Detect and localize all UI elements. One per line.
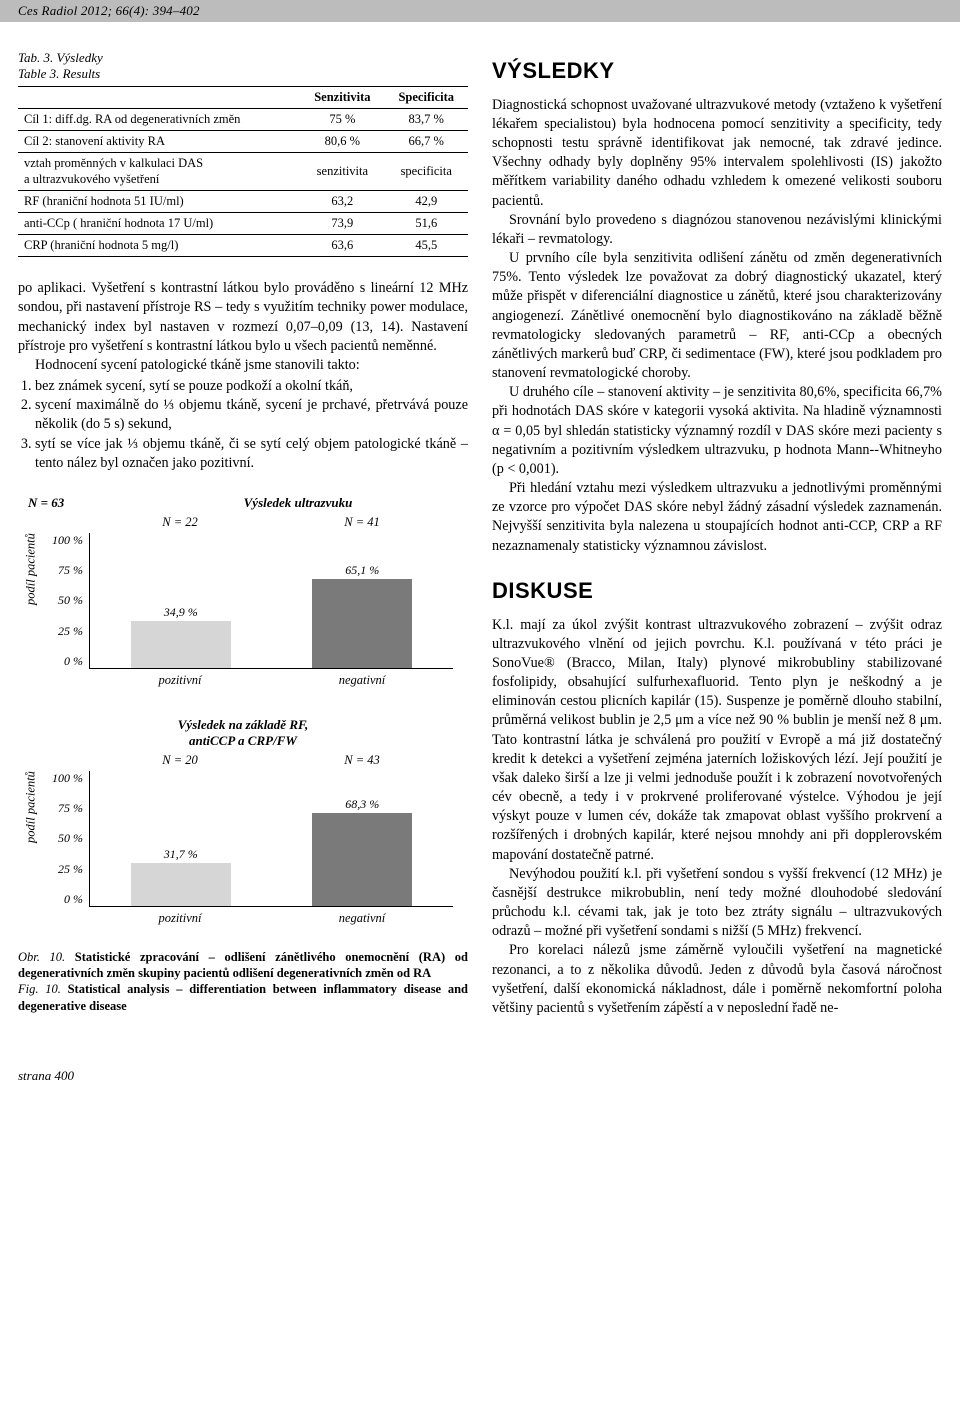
table-cell: RF (hraniční hodnota 51 IU/ml) bbox=[18, 191, 300, 213]
chart-ytick: 25 % bbox=[58, 862, 83, 877]
table-cell: 80,6 % bbox=[300, 131, 384, 153]
table-row: vztah proměnných v kalkulaci DASa ultraz… bbox=[18, 153, 468, 191]
chart-ytick: 100 % bbox=[52, 771, 83, 786]
chart1-n-total: N = 63 bbox=[18, 495, 128, 511]
chart-ytick: 50 % bbox=[58, 831, 83, 846]
chart-bar: 65,1 % bbox=[312, 579, 412, 668]
chart-bar: 34,9 % bbox=[131, 621, 231, 668]
table-cell: 66,7 % bbox=[385, 131, 468, 153]
table-cell: senzitivita bbox=[300, 153, 384, 191]
table-header-row: Senzitivita Specificita bbox=[18, 87, 468, 109]
table-cell: vztah proměnných v kalkulaci DASa ultraz… bbox=[18, 153, 300, 191]
chart-xlabel: negativní bbox=[271, 911, 453, 926]
table-cell: 63,2 bbox=[300, 191, 384, 213]
chart-xlabel: pozitivní bbox=[89, 911, 271, 926]
table-cell: 51,6 bbox=[385, 213, 468, 235]
table-cell: Cíl 1: diff.dg. RA od degenerativních zm… bbox=[18, 109, 300, 131]
fig-caption-lead-en: Fig. 10. bbox=[18, 982, 68, 996]
table-row: Cíl 2: stanovení aktivity RA80,6 %66,7 % bbox=[18, 131, 468, 153]
fig-caption-text-en: Statistical analysis – differentiation b… bbox=[18, 982, 468, 1012]
chart-rf-anticcp-result: Výsledek na základě RF,antiCCP a CRP/FW … bbox=[18, 717, 468, 933]
chart-bar-value-label: 65,1 % bbox=[312, 563, 412, 578]
paragraph: Diagnostická schopnost uvažované ultrazv… bbox=[492, 96, 942, 211]
table-caption-line2: Table 3. Results bbox=[18, 66, 468, 82]
chart-xlabel: negativní bbox=[271, 673, 453, 688]
results-table: Senzitivita Specificita Cíl 1: diff.dg. … bbox=[18, 86, 468, 257]
chart-n-label: N = 20 bbox=[89, 753, 271, 771]
table-caption: Tab. 3. Výsledky Table 3. Results bbox=[18, 50, 468, 82]
paragraph: Hodnocení sycení patologické tkáně jsme … bbox=[18, 356, 468, 375]
table-row: Cíl 1: diff.dg. RA od degenerativních zm… bbox=[18, 109, 468, 131]
chart2-ylabel: podíl pacientů bbox=[24, 771, 39, 843]
chart-n-label: N = 41 bbox=[271, 515, 453, 533]
chart-ytick: 25 % bbox=[58, 624, 83, 639]
journal-header: Ces Radiol 2012; 66(4): 394–402 bbox=[0, 0, 960, 22]
table-header-cell: Senzitivita bbox=[300, 87, 384, 109]
chart1-ylabel: podíl pacientů bbox=[24, 533, 39, 605]
list-item: sytí se více jak ⅓ objemu tkáně, či se s… bbox=[35, 435, 468, 473]
paragraph: Při hledání vztahu mezi výsledkem ultraz… bbox=[492, 479, 942, 556]
paragraph: po aplikaci. Vyšetření s kontrastní látk… bbox=[18, 279, 468, 356]
table-cell: 42,9 bbox=[385, 191, 468, 213]
chart-bar: 31,7 % bbox=[131, 863, 231, 906]
paragraph: K.l. mají za úkol zvýšit kontrast ultraz… bbox=[492, 616, 942, 865]
table-cell: 63,6 bbox=[300, 235, 384, 257]
chart-ytick: 75 % bbox=[58, 563, 83, 578]
chart-bar-value-label: 34,9 % bbox=[131, 605, 231, 620]
table-header-cell bbox=[18, 87, 300, 109]
chart-bar-value-label: 68,3 % bbox=[312, 797, 412, 812]
paragraph: Pro korelaci nálezů jsme záměrně vylouči… bbox=[492, 941, 942, 1018]
table-cell: 83,7 % bbox=[385, 109, 468, 131]
table-cell: CRP (hraniční hodnota 5 mg/l) bbox=[18, 235, 300, 257]
chart-bar: 68,3 % bbox=[312, 813, 412, 906]
fig-caption-text: Statistické zpracování – odlišení zánětl… bbox=[18, 950, 468, 980]
table-row: CRP (hraniční hodnota 5 mg/l)63,645,5 bbox=[18, 235, 468, 257]
table-cell: specificita bbox=[385, 153, 468, 191]
chart1-title: Výsledek ultrazvuku bbox=[128, 495, 468, 511]
paragraph: U druhého cíle – stanovení aktivity – je… bbox=[492, 383, 942, 479]
list-item: sycení maximálně do ⅓ objemu tkáně, syce… bbox=[35, 396, 468, 434]
table-cell: 73,9 bbox=[300, 213, 384, 235]
table-row: anti-CCp ( hraniční hodnota 17 U/ml)73,9… bbox=[18, 213, 468, 235]
chart-n-label: N = 43 bbox=[271, 753, 453, 771]
table-caption-line1: Tab. 3. Výsledky bbox=[18, 50, 468, 66]
table-cell: Cíl 2: stanovení aktivity RA bbox=[18, 131, 300, 153]
chart-ytick: 100 % bbox=[52, 533, 83, 548]
chart-xlabel: pozitivní bbox=[89, 673, 271, 688]
heading-vysledky: VÝSLEDKY bbox=[492, 56, 942, 86]
chart-ytick: 0 % bbox=[64, 892, 83, 907]
chart-ytick: 0 % bbox=[64, 654, 83, 669]
table-cell: anti-CCp ( hraniční hodnota 17 U/ml) bbox=[18, 213, 300, 235]
paragraph: Srovnání bylo provedeno s diagnózou stan… bbox=[492, 211, 942, 249]
table-cell: 75 % bbox=[300, 109, 384, 131]
left-body-text: po aplikaci. Vyšetření s kontrastní látk… bbox=[18, 279, 468, 473]
table-cell: 45,5 bbox=[385, 235, 468, 257]
heading-diskuse: DISKUSE bbox=[492, 576, 942, 606]
table-header-cell: Specificita bbox=[385, 87, 468, 109]
chart-ytick: 75 % bbox=[58, 801, 83, 816]
table-row: RF (hraniční hodnota 51 IU/ml)63,242,9 bbox=[18, 191, 468, 213]
chart-ultrasound-result: N = 63 Výsledek ultrazvuku podíl pacient… bbox=[18, 495, 468, 695]
figure-caption: Obr. 10. Statistické zpracování – odliše… bbox=[18, 949, 468, 1014]
page-number: strana 400 bbox=[0, 1018, 960, 1102]
chart2-title: Výsledek na základě RF,antiCCP a CRP/FW bbox=[18, 717, 468, 749]
chart-n-label: N = 22 bbox=[89, 515, 271, 533]
list-item: bez známek sycení, sytí se pouze podkoží… bbox=[35, 377, 468, 396]
paragraph: Nevýhodou použití k.l. při vyšetření son… bbox=[492, 865, 942, 942]
chart-ytick: 50 % bbox=[58, 593, 83, 608]
paragraph: U prvního cíle byla senzitivita odlišení… bbox=[492, 249, 942, 383]
chart-bar-value-label: 31,7 % bbox=[131, 847, 231, 862]
fig-caption-lead: Obr. 10. bbox=[18, 950, 75, 964]
